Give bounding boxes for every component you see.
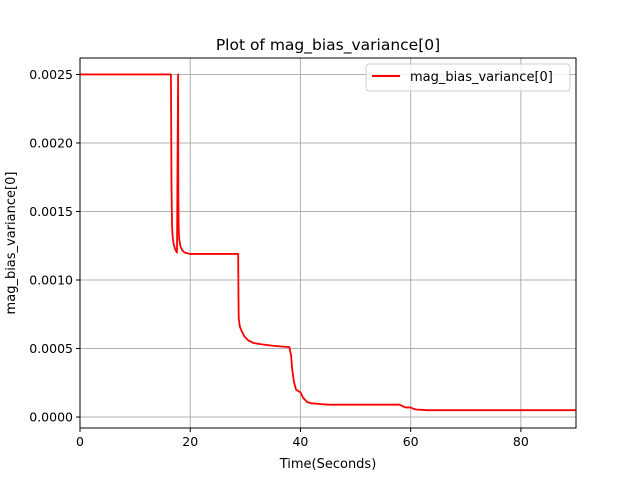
x-tick-label: 60 (403, 434, 419, 449)
legend-label: mag_bias_variance[0] (410, 70, 553, 85)
x-axis: 0 20 40 60 80 (76, 428, 529, 449)
y-axis-label: mag_bias_variance[0] (4, 172, 19, 315)
series-layer (80, 73, 576, 412)
x-axis-label: Time(Seconds) (279, 457, 377, 472)
chart-title: Plot of mag_bias_variance[0] (216, 36, 440, 55)
x-tick-label: 40 (292, 434, 308, 449)
x-tick-label: 0 (76, 434, 84, 449)
x-tick-label: 20 (182, 434, 198, 449)
y-tick-label: 0.0010 (29, 273, 73, 288)
plot-frame (79, 57, 577, 429)
series-line (80, 73, 576, 412)
legend-box (365, 63, 571, 92)
y-tick-label: 0.0020 (29, 135, 73, 150)
y-axis: 0.0000 0.0005 0.0010 0.0015 0.0020 0.0025 (29, 67, 80, 425)
y-tick-label: 0.0005 (29, 341, 73, 356)
y-tick-label: 0.0015 (29, 204, 73, 219)
x-tick-label: 80 (513, 434, 529, 449)
y-tick-label: 0.0025 (29, 67, 73, 82)
y-tick-label: 0.0000 (29, 410, 73, 425)
legend: mag_bias_variance[0] (365, 63, 571, 92)
